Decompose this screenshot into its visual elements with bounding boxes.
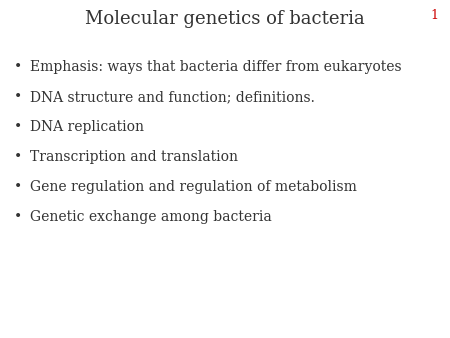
Text: DNA replication: DNA replication bbox=[30, 120, 144, 134]
Text: Transcription and translation: Transcription and translation bbox=[30, 150, 238, 164]
Text: DNA structure and function; definitions.: DNA structure and function; definitions. bbox=[30, 90, 315, 104]
Text: •: • bbox=[14, 120, 22, 134]
Text: Emphasis: ways that bacteria differ from eukaryotes: Emphasis: ways that bacteria differ from… bbox=[30, 60, 401, 74]
Text: Molecular genetics of bacteria: Molecular genetics of bacteria bbox=[85, 10, 365, 28]
Text: •: • bbox=[14, 90, 22, 104]
Text: Genetic exchange among bacteria: Genetic exchange among bacteria bbox=[30, 210, 272, 224]
Text: •: • bbox=[14, 180, 22, 194]
Text: 1: 1 bbox=[431, 9, 439, 22]
Text: •: • bbox=[14, 60, 22, 74]
Text: •: • bbox=[14, 150, 22, 164]
Text: •: • bbox=[14, 210, 22, 224]
Text: Gene regulation and regulation of metabolism: Gene regulation and regulation of metabo… bbox=[30, 180, 357, 194]
